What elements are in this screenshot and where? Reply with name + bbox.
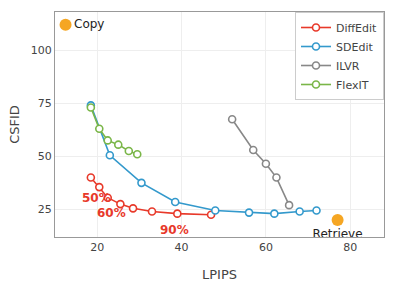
svg-text:25: 25 <box>38 203 52 216</box>
svg-text:ILVR: ILVR <box>336 60 360 73</box>
svg-text:75: 75 <box>38 97 52 110</box>
svg-text:SDEdit: SDEdit <box>336 41 373 54</box>
svg-text:60: 60 <box>259 241 273 254</box>
svg-text:FlexIT: FlexIT <box>336 79 369 92</box>
svg-text:LPIPS: LPIPS <box>202 267 237 282</box>
svg-text:80: 80 <box>343 241 357 254</box>
svg-text:40: 40 <box>175 241 189 254</box>
svg-text:DiffEdit: DiffEdit <box>336 22 377 35</box>
svg-text:50%: 50% <box>82 191 111 205</box>
svg-text:50: 50 <box>38 150 52 163</box>
svg-text:Retrieve: Retrieve <box>313 227 363 241</box>
svg-text:20: 20 <box>90 241 104 254</box>
svg-text:60%: 60% <box>97 206 126 220</box>
svg-text:Copy: Copy <box>74 17 104 31</box>
svg-text:90%: 90% <box>160 223 189 237</box>
svg-text:CSFID: CSFID <box>7 105 22 144</box>
svg-text:100: 100 <box>31 44 52 57</box>
